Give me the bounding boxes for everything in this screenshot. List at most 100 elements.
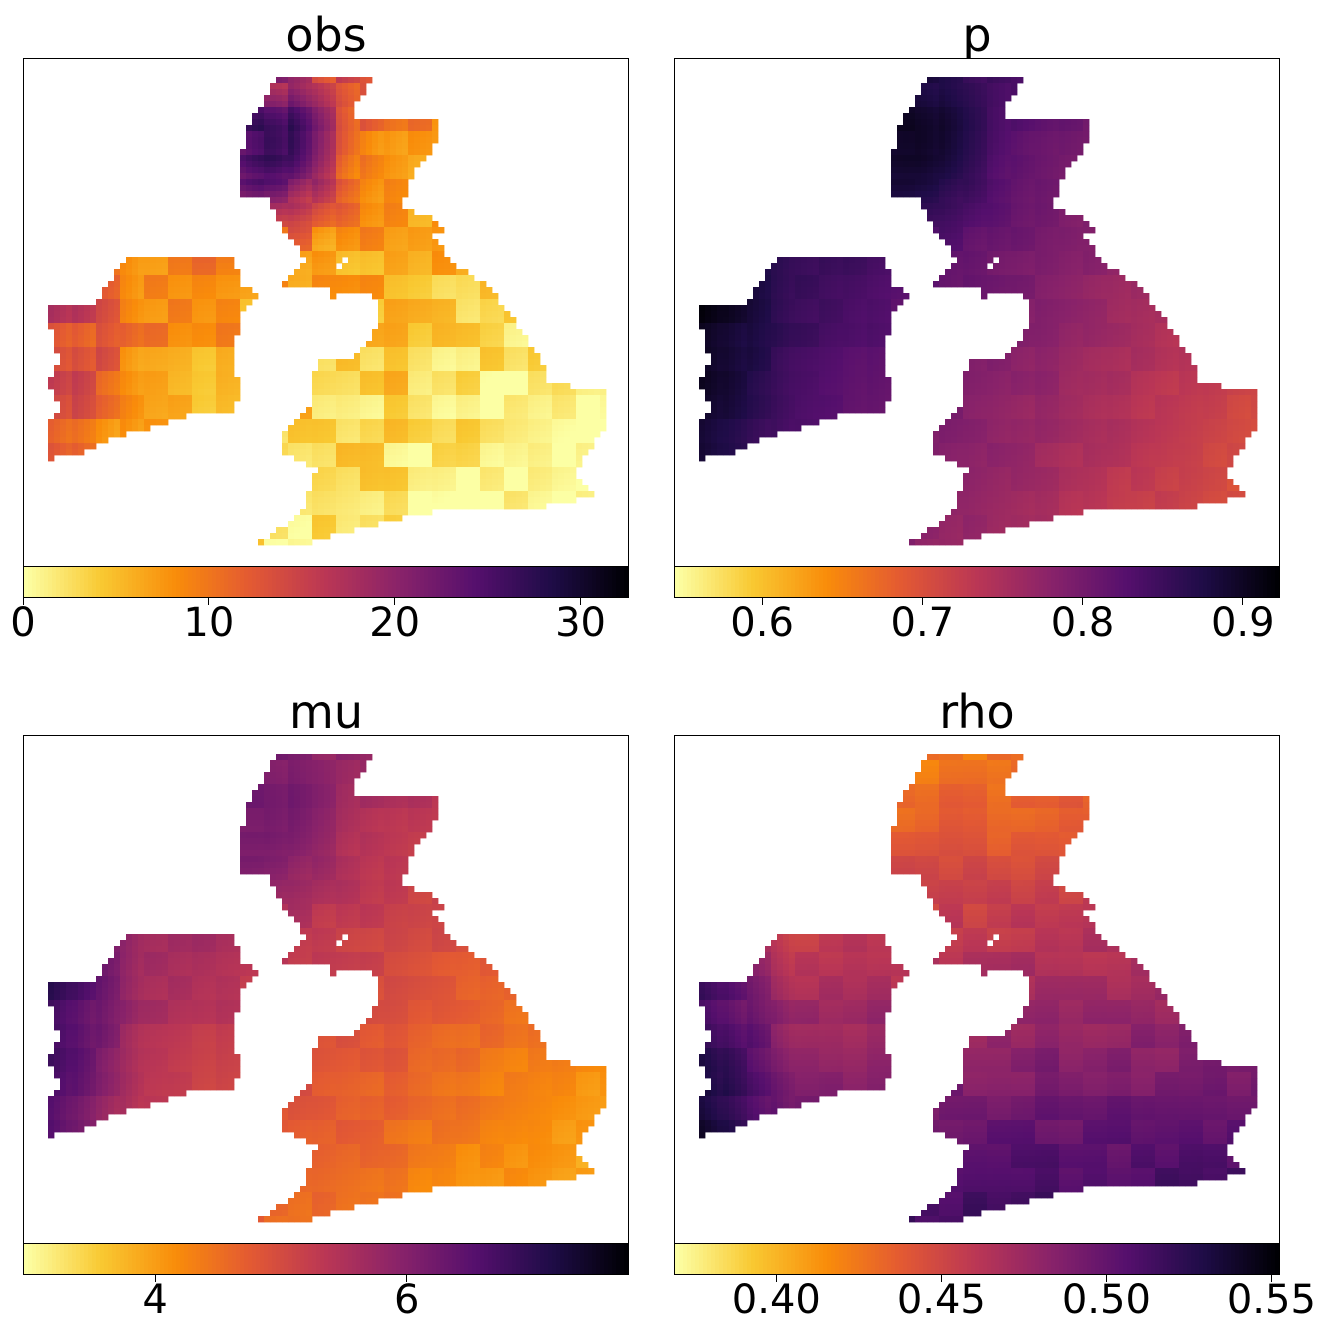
heatmap-cell — [981, 185, 988, 192]
heatmap-cell — [1029, 233, 1036, 240]
heatmap-cell — [114, 311, 121, 318]
heatmap-cell — [558, 389, 565, 396]
heatmap-cell — [390, 485, 397, 492]
heatmap-cell — [576, 449, 583, 456]
heatmap-cell — [144, 359, 151, 366]
colorbar-segment — [444, 567, 449, 597]
heatmap-cell — [855, 275, 862, 282]
heatmap-cell — [258, 131, 265, 138]
heatmap-cell — [981, 221, 988, 228]
heatmap-cell — [282, 161, 289, 168]
heatmap-cell — [360, 275, 367, 282]
heatmap-cell — [354, 227, 361, 234]
heatmap-cell — [516, 431, 523, 438]
heatmap-cell — [783, 323, 790, 330]
heatmap-cell — [54, 377, 61, 384]
heatmap-cell — [981, 269, 988, 276]
heatmap-cell — [408, 137, 415, 144]
heatmap-cell — [222, 317, 229, 324]
heatmap-cell — [192, 383, 199, 390]
heatmap-cell — [588, 425, 595, 432]
heatmap-cell — [1071, 233, 1078, 240]
colorbar-segment — [68, 567, 73, 597]
heatmap-cell — [54, 395, 61, 402]
heatmap-cell — [510, 401, 517, 408]
heatmap-cell — [306, 449, 313, 456]
heatmap-cell — [480, 305, 487, 312]
heatmap-cell — [699, 323, 706, 330]
heatmap-cell — [1047, 197, 1054, 204]
heatmap-cell — [1113, 281, 1120, 288]
heatmap-cell — [198, 323, 205, 330]
heatmap-cell — [474, 449, 481, 456]
heatmap-cell — [192, 371, 199, 378]
heatmap-cell — [336, 209, 343, 216]
heatmap-cell — [975, 197, 982, 204]
heatmap-cell — [420, 317, 427, 324]
heatmap-cell — [849, 257, 856, 264]
heatmap-cell — [999, 161, 1006, 168]
heatmap-cell — [390, 137, 397, 144]
heatmap-cell — [534, 461, 541, 468]
heatmap-cell — [162, 413, 169, 420]
colorbar-segment — [80, 567, 85, 597]
heatmap-cell — [192, 389, 199, 396]
heatmap-cell — [144, 323, 151, 330]
heatmap-cell — [915, 173, 922, 180]
heatmap-cell — [222, 305, 229, 312]
heatmap-cell — [306, 455, 313, 462]
heatmap-cell — [354, 119, 361, 126]
heatmap-cell — [330, 203, 337, 210]
heatmap-cell — [1101, 329, 1108, 336]
heatmap-cell — [759, 323, 766, 330]
heatmap-cell — [318, 509, 325, 516]
colorbar-segment — [520, 567, 525, 597]
heatmap-cell — [408, 407, 415, 414]
heatmap-cell — [783, 299, 790, 306]
heatmap-cell — [426, 365, 433, 372]
heatmap-cell — [897, 299, 904, 306]
heatmap-cell — [300, 425, 307, 432]
heatmap-cell — [138, 335, 145, 342]
heatmap-cell — [306, 503, 313, 510]
heatmap-cell — [564, 449, 571, 456]
heatmap-cell — [999, 257, 1006, 264]
heatmap-cell — [354, 419, 361, 426]
heatmap-cell — [294, 107, 301, 114]
heatmap-cell — [198, 305, 205, 312]
heatmap-cell — [294, 155, 301, 162]
heatmap-cell — [132, 269, 139, 276]
heatmap-cell — [516, 347, 523, 354]
heatmap-cell — [156, 395, 163, 402]
heatmap-cell — [432, 125, 439, 132]
colorbar-segment — [136, 567, 141, 597]
heatmap-cell — [504, 353, 511, 360]
heatmap-cell — [90, 353, 97, 360]
heatmap-cell — [987, 89, 994, 96]
colorbar-segment — [384, 567, 389, 597]
heatmap-cell — [270, 179, 277, 186]
heatmap-cell — [402, 335, 409, 342]
heatmap-cell — [534, 485, 541, 492]
heatmap-cell — [552, 473, 559, 480]
heatmap-cell — [450, 425, 457, 432]
heatmap-cell — [498, 497, 505, 504]
heatmap-cell — [753, 329, 760, 336]
heatmap-cell — [1095, 287, 1102, 294]
heatmap-cell — [384, 359, 391, 366]
heatmap-cell — [438, 431, 445, 438]
heatmap-cell — [204, 317, 211, 324]
heatmap-cell — [318, 527, 325, 534]
heatmap-cell — [462, 371, 469, 378]
heatmap-cell — [819, 293, 826, 300]
heatmap-cell — [408, 305, 415, 312]
heatmap-cell — [258, 149, 265, 156]
heatmap-cell — [927, 77, 934, 84]
heatmap-cell — [987, 227, 994, 234]
heatmap-cell — [48, 323, 55, 330]
heatmap-cell — [1041, 335, 1048, 342]
heatmap-cell — [1011, 191, 1018, 198]
heatmap-cell — [384, 467, 391, 474]
heatmap-cell — [342, 161, 349, 168]
heatmap-cell — [957, 179, 964, 186]
